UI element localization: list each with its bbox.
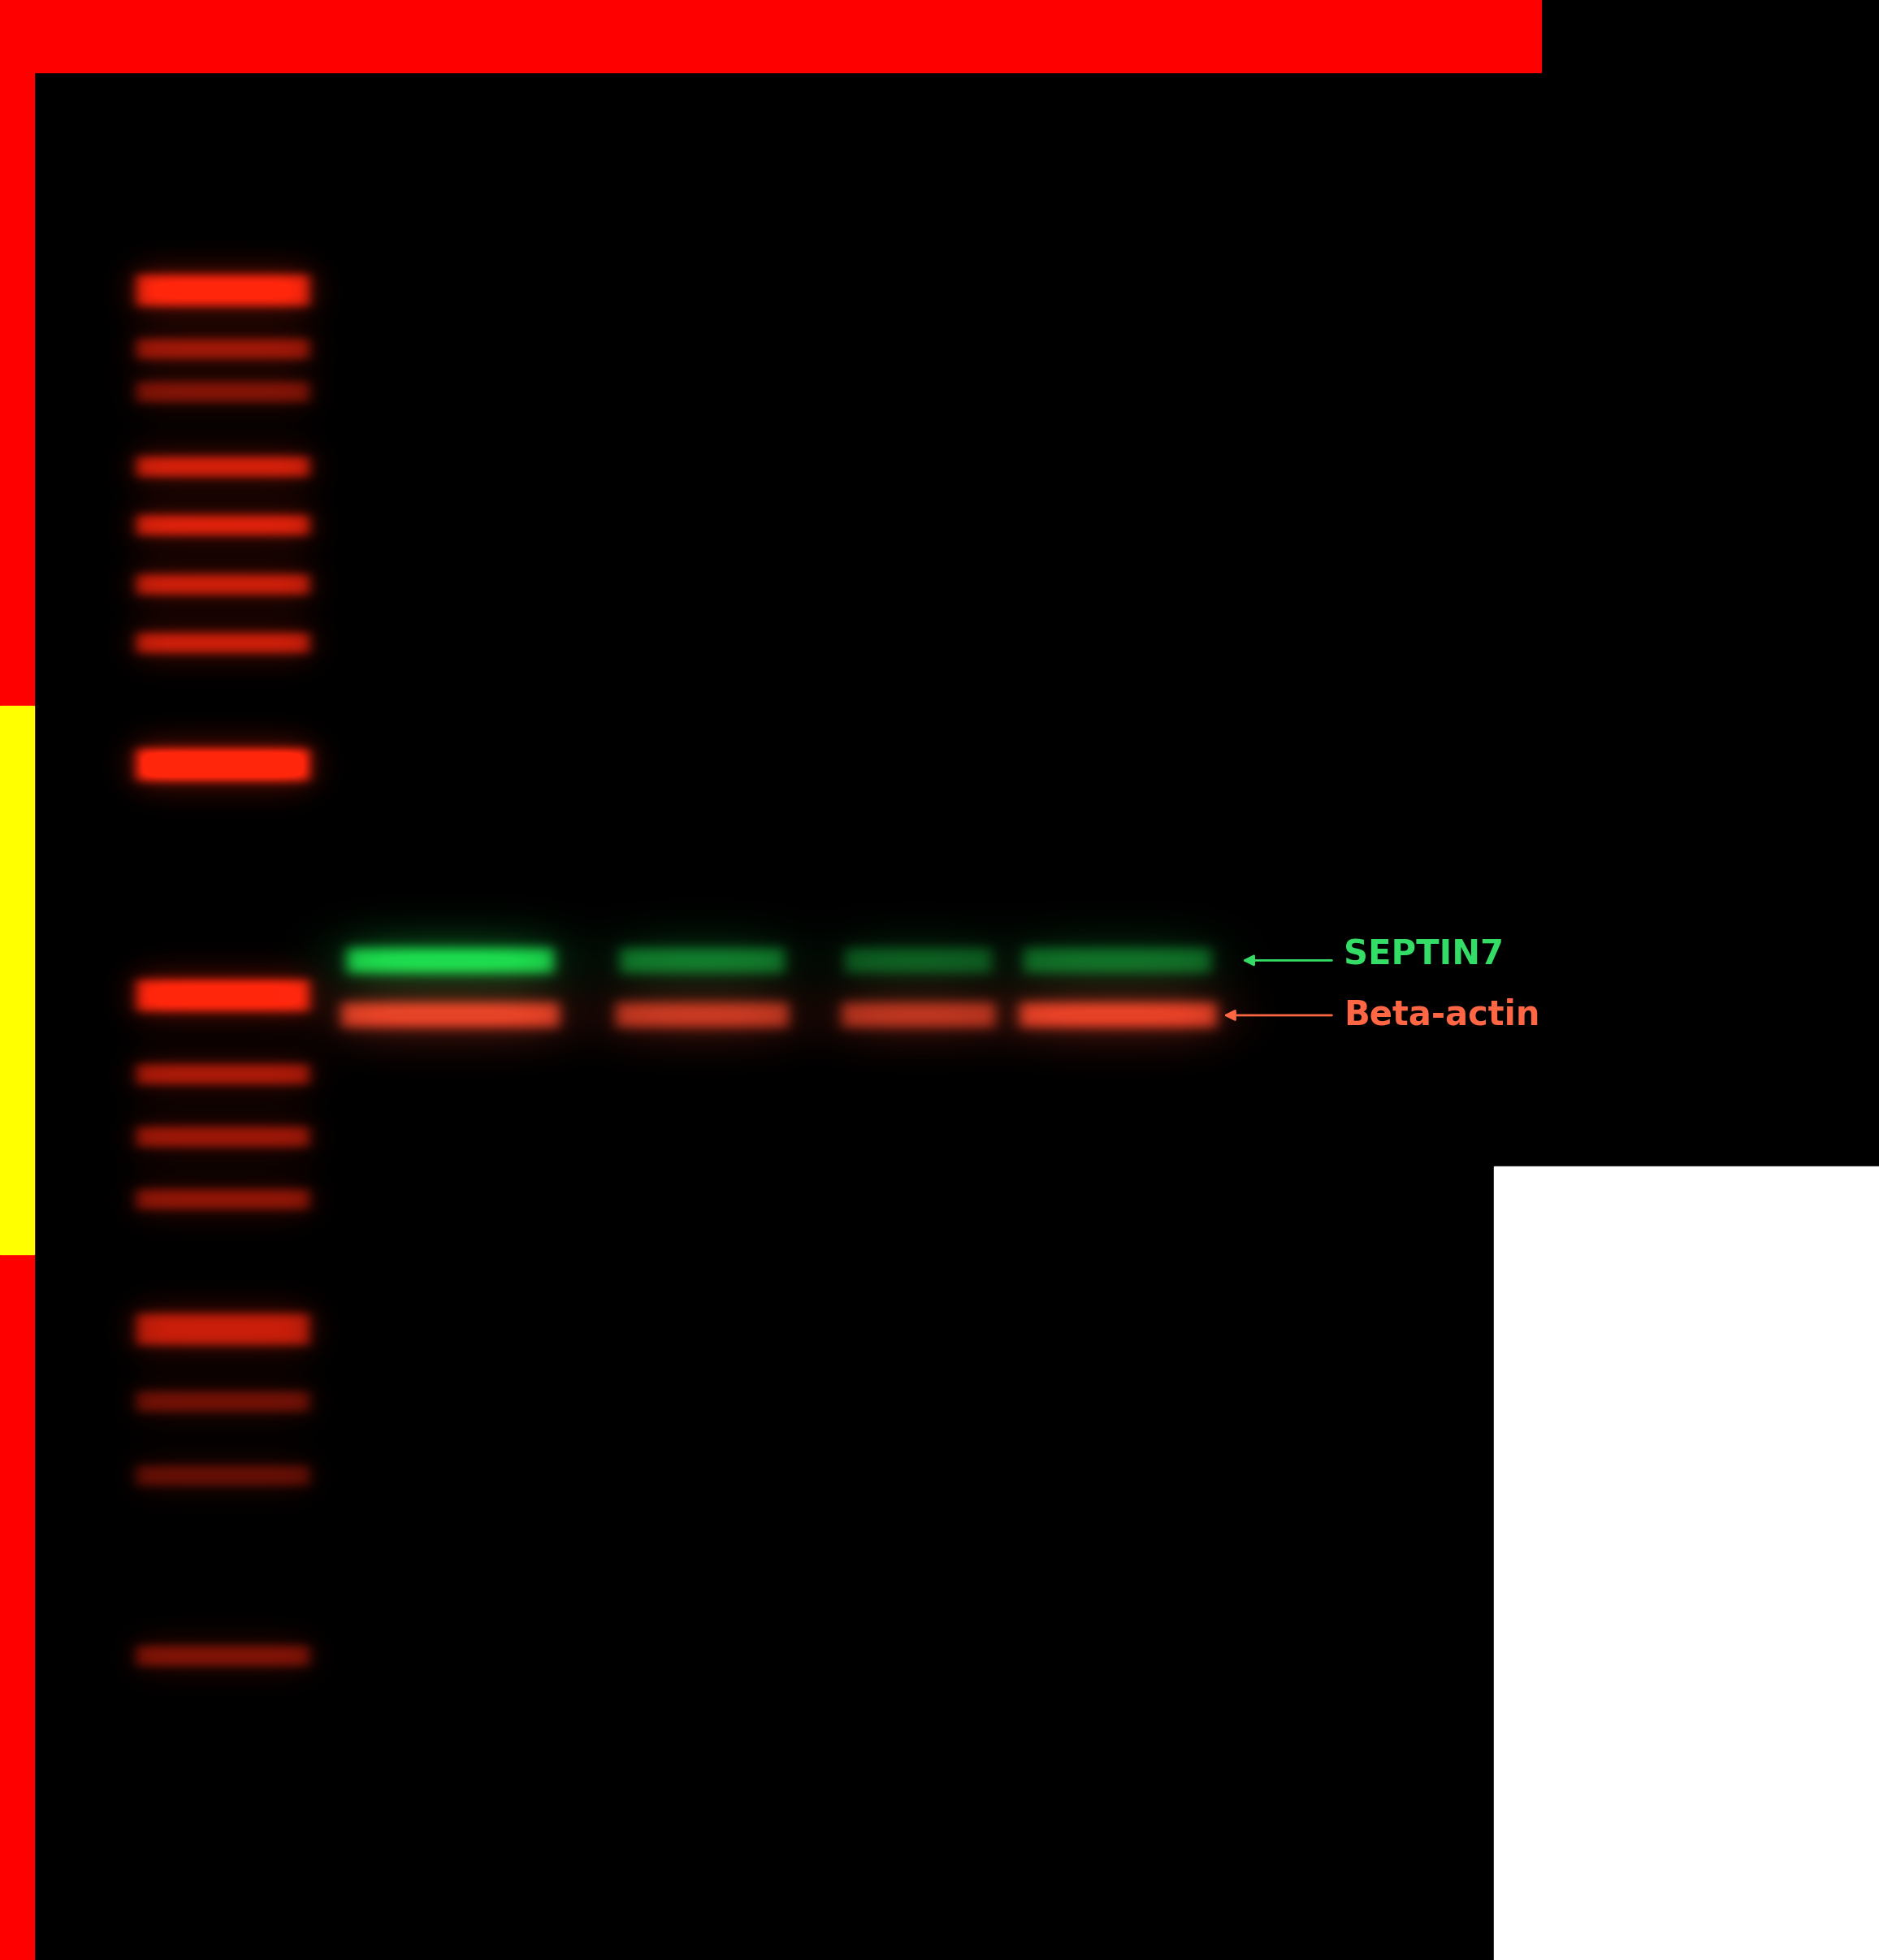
Text: Beta-actin: Beta-actin [1343,998,1539,1033]
Bar [0,0,1541,73]
Bar [1494,1166,1879,1960]
Bar [0,0,34,1960]
Bar [0,706,34,1254]
Text: SEPTIN7: SEPTIN7 [1343,937,1503,972]
